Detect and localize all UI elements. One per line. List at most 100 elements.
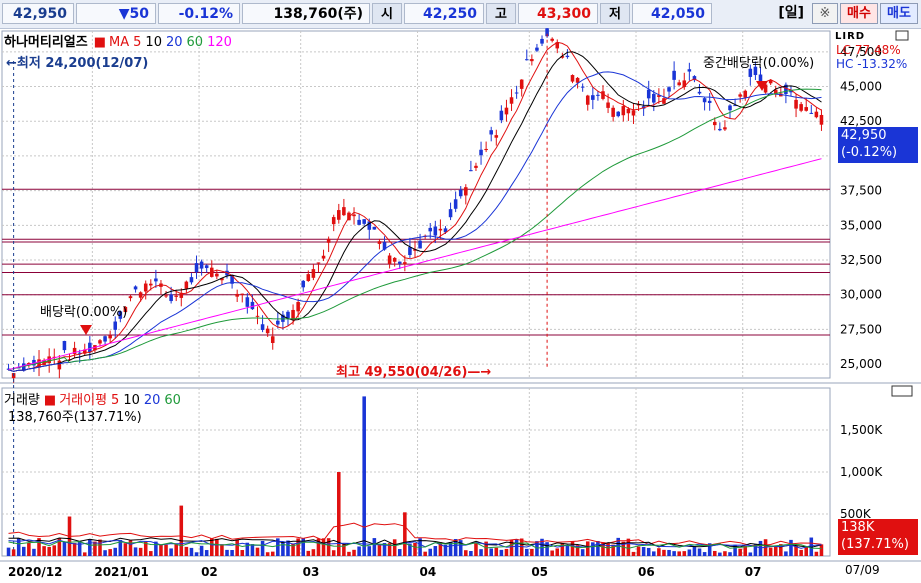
candle-body (179, 292, 184, 298)
volume-bar (565, 545, 570, 556)
volume-bar (98, 539, 102, 556)
volume-bar (184, 546, 189, 556)
candle-body (138, 292, 143, 298)
volume-bar (311, 549, 316, 556)
volume-bar (423, 551, 427, 556)
ma-10: 10 (145, 35, 162, 50)
volume-bar (47, 546, 51, 556)
candle-body (418, 240, 422, 249)
volume-bar (743, 545, 748, 556)
candle-body (458, 189, 463, 197)
sell-button[interactable]: 매도 (880, 3, 918, 24)
volume-bar (753, 544, 758, 556)
ma-20: 20 (165, 35, 183, 50)
x-axis-label: 07 (745, 565, 762, 579)
volume-y-tick: 500K (840, 507, 872, 521)
volume-bar (545, 542, 549, 556)
price-y-tick: 30,000 (840, 288, 882, 302)
x-axis-label: 04 (420, 565, 437, 579)
candle-body (530, 59, 534, 62)
price-y-tick: 25,000 (840, 357, 882, 371)
candle-body (403, 262, 407, 265)
stock-chart[interactable]: 2020/12 2021/01 02 03 04 05 06 07 47,500 45,000 42… (0, 28, 921, 583)
ma-line-60 (8, 88, 822, 371)
low-label: 저 (600, 3, 630, 24)
volume-bar (93, 541, 97, 556)
candle-body (565, 55, 570, 58)
buy-button[interactable]: 매수 (840, 3, 878, 24)
candle-body (601, 91, 605, 99)
volume-bar (281, 542, 285, 556)
volume-bar (220, 544, 224, 556)
candle-body (286, 311, 290, 319)
high-note: 최고 49,550(04/26)—→ (336, 365, 492, 380)
candle-body (377, 241, 382, 244)
candle-body (397, 261, 402, 264)
hc-note: HC -13.32% (836, 57, 908, 71)
candle-body (789, 90, 793, 93)
candle-body (652, 93, 656, 103)
candle-body (326, 238, 331, 243)
candle-body (169, 294, 173, 302)
volume-bar (733, 544, 737, 556)
candle-body (692, 76, 697, 81)
candle-body (596, 94, 600, 96)
volume-bar (514, 539, 519, 556)
candle-body (281, 314, 285, 322)
candle-body (438, 228, 443, 231)
volume-bar (301, 538, 306, 556)
candle-body (301, 280, 306, 288)
volume-bar (260, 540, 265, 556)
candle-body (291, 309, 295, 319)
volume-bar (306, 550, 311, 556)
candle-body (149, 283, 153, 286)
candle-body (245, 297, 250, 307)
volume-bar (687, 549, 692, 556)
price-y-tick: 42,500 (840, 114, 882, 128)
candle-body (489, 130, 493, 135)
period-selector[interactable]: [일] (778, 5, 804, 21)
volume-bar (276, 538, 280, 556)
candle-body (687, 69, 692, 72)
candle-body (743, 90, 748, 98)
x-axis-label: 06 (638, 565, 655, 579)
volume-legend: 거래량 ■ 거래이평 5 10 20 60 (4, 389, 187, 408)
candle-body (585, 95, 590, 105)
candle-body (631, 110, 636, 116)
volume-bar (768, 547, 773, 556)
candle-body (718, 128, 722, 131)
volume-bar (408, 543, 412, 556)
volume-bar (77, 542, 82, 556)
candle-body (580, 86, 585, 88)
volume-bar (11, 549, 16, 556)
candle-body (514, 92, 519, 94)
volume-bar (428, 548, 433, 556)
candle-body (88, 342, 92, 353)
candle-body (357, 219, 361, 225)
open-price: 42,250 (404, 3, 484, 24)
volume-bar (133, 547, 138, 556)
volume-bar (88, 539, 92, 556)
ma-line-120 (8, 158, 822, 371)
volume-bar (636, 546, 641, 556)
ma-5: 5 (133, 35, 142, 50)
candle-body (77, 352, 82, 354)
lc-note: LC 77.48% (836, 43, 901, 57)
volume-bar (667, 549, 671, 556)
candle-body (57, 360, 62, 370)
candle-body (804, 107, 808, 111)
volume-bar (758, 540, 763, 556)
candle-body (519, 79, 524, 89)
volume-bar (235, 539, 239, 556)
candle-body (443, 228, 448, 233)
volume-bar (611, 544, 615, 556)
candle-body (250, 301, 255, 310)
volume-bar (270, 551, 275, 556)
settings-icon[interactable]: ※ (812, 3, 838, 24)
low-note: ←최저 24,200(12/07) (6, 56, 149, 71)
volume-bar (591, 542, 595, 556)
high-label: 고 (486, 3, 516, 24)
volume-bar (357, 546, 361, 556)
candle-body (255, 315, 260, 317)
price-change: ▼50 (76, 3, 156, 24)
